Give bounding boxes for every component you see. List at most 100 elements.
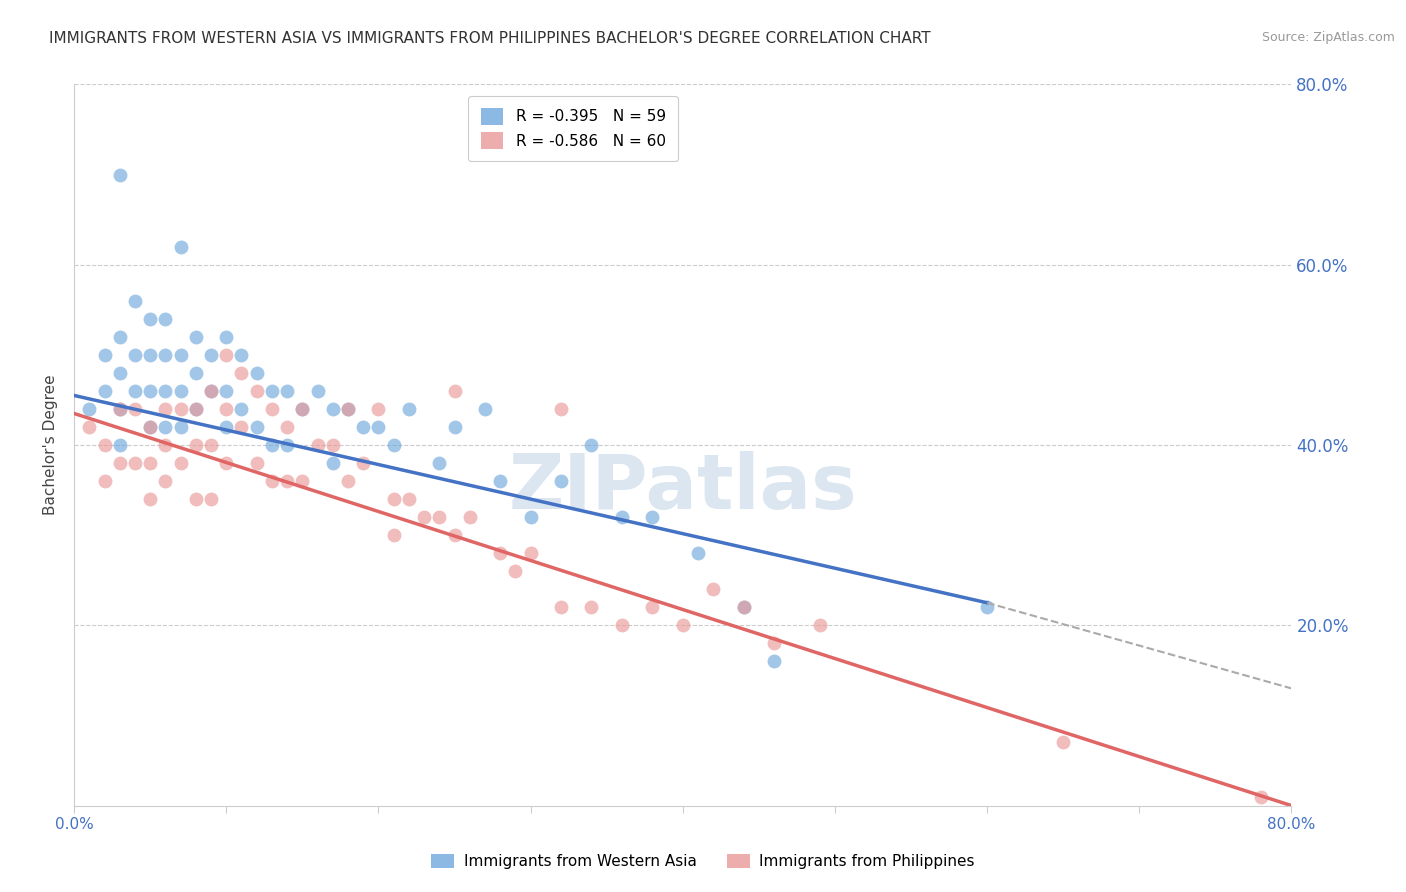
Point [93, 474, 115, 488]
Point [215, 348, 238, 362]
Point [1052, 735, 1074, 749]
Point [976, 600, 998, 615]
Point [474, 401, 496, 416]
Point [276, 438, 298, 452]
Point [367, 401, 389, 416]
Point [169, 240, 191, 254]
Point [382, 438, 405, 452]
Point [108, 456, 131, 470]
Point [184, 366, 207, 380]
Point [169, 384, 191, 398]
Point [260, 401, 283, 416]
Point [108, 330, 131, 344]
Point [169, 348, 191, 362]
Point [291, 401, 314, 416]
Point [610, 618, 633, 632]
Point [124, 348, 146, 362]
Y-axis label: Bachelor's Degree: Bachelor's Degree [44, 375, 58, 516]
Point [352, 456, 374, 470]
Point [108, 168, 131, 182]
Point [672, 618, 695, 632]
Point [427, 510, 450, 524]
Point [246, 456, 269, 470]
Point [398, 401, 420, 416]
Point [155, 348, 177, 362]
Point [398, 492, 420, 507]
Point [79, 401, 101, 416]
Point [489, 474, 512, 488]
Point [155, 384, 177, 398]
Point [276, 384, 298, 398]
Point [443, 384, 465, 398]
Point [169, 420, 191, 434]
Point [458, 510, 481, 524]
Point [124, 384, 146, 398]
Point [519, 546, 541, 560]
Point [581, 438, 603, 452]
Point [79, 420, 101, 434]
Point [808, 618, 831, 632]
Point [231, 420, 253, 434]
Point [276, 420, 298, 434]
Point [337, 401, 360, 416]
Point [108, 366, 131, 380]
Point [337, 401, 360, 416]
Point [93, 384, 115, 398]
Point [169, 456, 191, 470]
Point [184, 438, 207, 452]
Point [291, 401, 314, 416]
Point [489, 546, 512, 560]
Point [367, 420, 389, 434]
Point [231, 401, 253, 416]
Point [139, 420, 162, 434]
Point [155, 420, 177, 434]
Point [307, 438, 329, 452]
Point [246, 384, 269, 398]
Point [200, 384, 222, 398]
Point [322, 438, 344, 452]
Point [733, 600, 755, 615]
Point [427, 456, 450, 470]
Point [124, 456, 146, 470]
Point [307, 384, 329, 398]
Point [413, 510, 436, 524]
Point [155, 438, 177, 452]
Text: Source: ZipAtlas.com: Source: ZipAtlas.com [1261, 31, 1395, 45]
Point [276, 474, 298, 488]
Legend: R = -0.395   N = 59, R = -0.586   N = 60: R = -0.395 N = 59, R = -0.586 N = 60 [468, 95, 678, 161]
Point [763, 654, 786, 668]
Point [215, 384, 238, 398]
Point [108, 401, 131, 416]
Point [1250, 789, 1272, 804]
Point [184, 401, 207, 416]
Point [550, 600, 572, 615]
Point [550, 401, 572, 416]
Point [124, 293, 146, 308]
Point [686, 546, 709, 560]
Point [260, 474, 283, 488]
Point [139, 384, 162, 398]
Point [231, 366, 253, 380]
Point [322, 401, 344, 416]
Point [246, 366, 269, 380]
Point [184, 401, 207, 416]
Point [169, 401, 191, 416]
Point [200, 384, 222, 398]
Point [702, 582, 724, 597]
Point [215, 330, 238, 344]
Point [184, 330, 207, 344]
Point [139, 420, 162, 434]
Point [231, 348, 253, 362]
Point [155, 311, 177, 326]
Point [505, 564, 527, 578]
Point [215, 401, 238, 416]
Point [246, 420, 269, 434]
Point [641, 510, 664, 524]
Point [382, 492, 405, 507]
Point [93, 438, 115, 452]
Point [108, 401, 131, 416]
Point [139, 492, 162, 507]
Point [550, 474, 572, 488]
Point [139, 311, 162, 326]
Point [443, 528, 465, 542]
